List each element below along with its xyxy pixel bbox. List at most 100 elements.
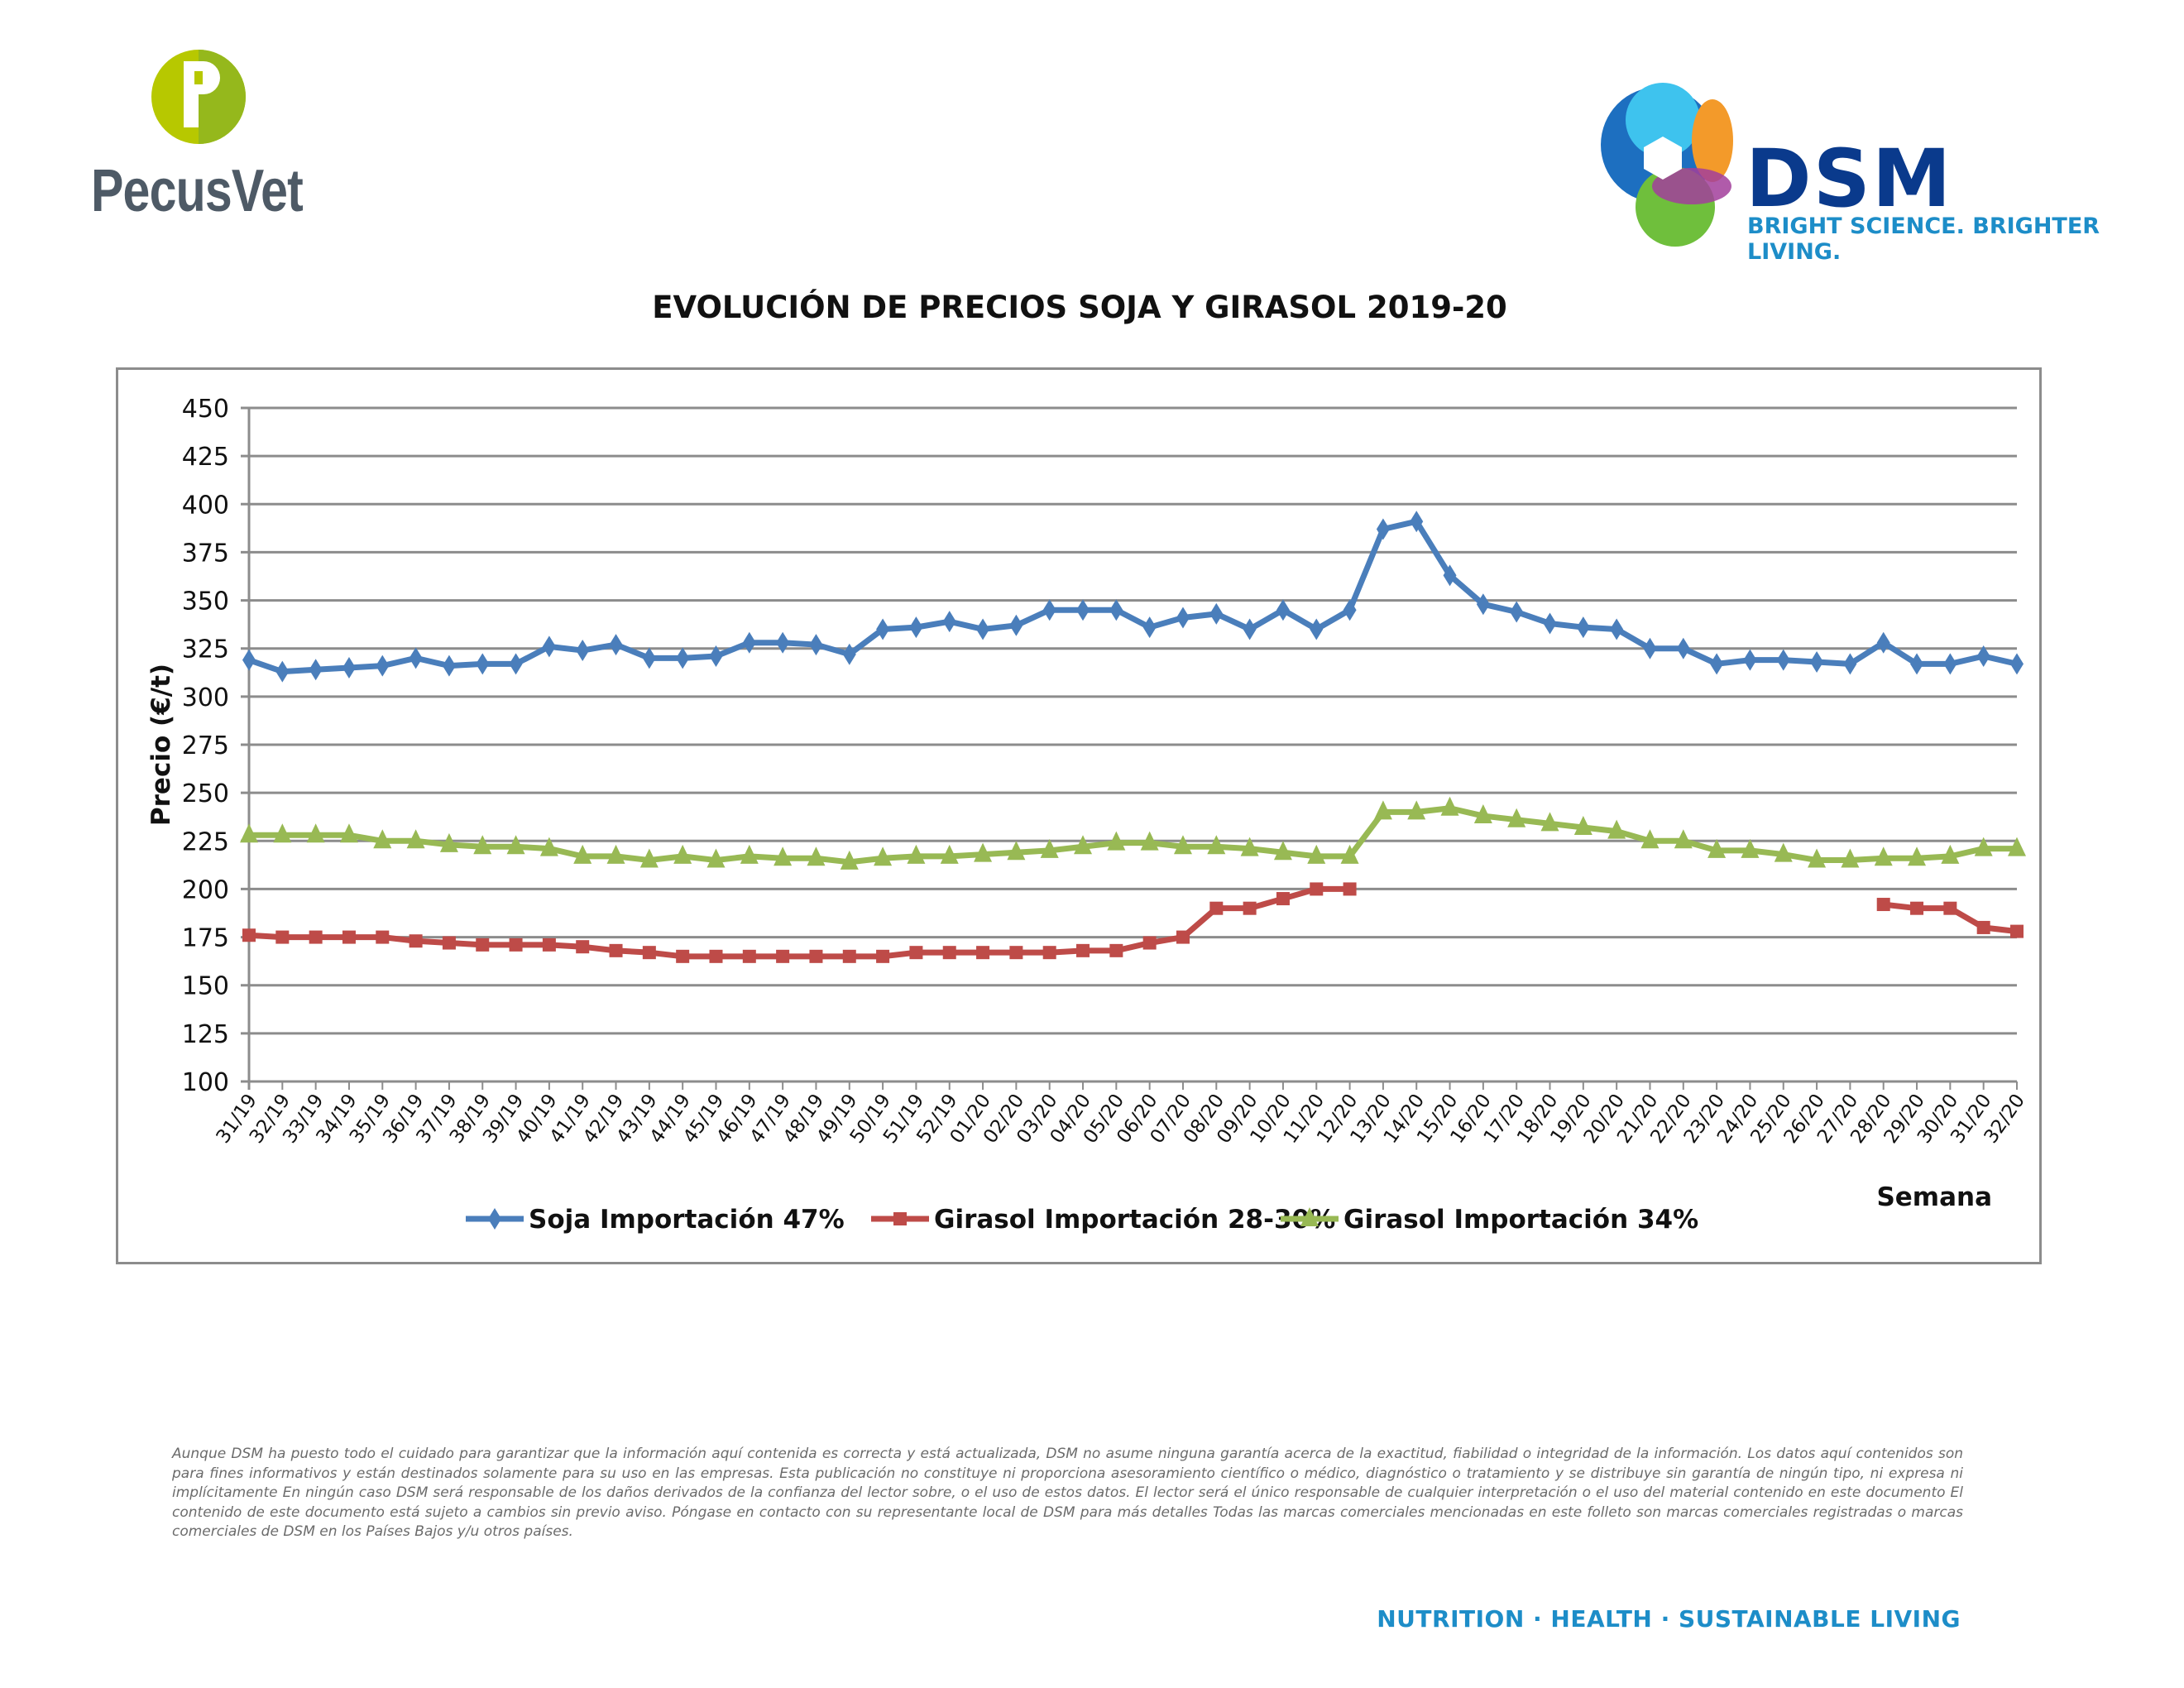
data-point xyxy=(1343,599,1357,621)
data-point xyxy=(1273,841,1292,861)
data-point xyxy=(476,653,490,675)
data-point xyxy=(1876,631,1890,654)
data-point xyxy=(1808,848,1827,868)
y-tick-label: 300 xyxy=(182,683,229,712)
data-point xyxy=(1676,637,1690,659)
data-point xyxy=(673,844,692,864)
data-point xyxy=(1076,599,1090,621)
data-point xyxy=(1209,901,1224,915)
data-point xyxy=(473,835,492,855)
data-point xyxy=(742,949,756,963)
data-point xyxy=(342,656,356,679)
data-point xyxy=(542,635,556,658)
data-point xyxy=(1510,601,1524,623)
data-point xyxy=(1776,649,1790,671)
data-point xyxy=(1976,920,1990,934)
data-point xyxy=(339,823,358,843)
y-tick-label: 100 xyxy=(182,1068,229,1097)
data-point xyxy=(1142,936,1157,950)
data-point xyxy=(1373,800,1392,820)
data-point xyxy=(309,930,323,944)
data-point xyxy=(275,660,290,683)
data-point xyxy=(1576,616,1590,639)
chart-title: EVOLUCIÓN DE PRECIOS SOJA Y GIRASOL 2019… xyxy=(652,290,1507,325)
data-point xyxy=(373,829,392,849)
data-point xyxy=(1443,564,1457,587)
data-point xyxy=(1243,618,1257,640)
y-tick-label: 150 xyxy=(182,972,229,1001)
data-point xyxy=(1843,653,1857,675)
data-point xyxy=(1009,614,1023,636)
y-tick-label: 275 xyxy=(182,731,229,760)
data-point xyxy=(1310,882,1324,896)
pecusvet-logo xyxy=(149,50,248,145)
data-point xyxy=(1074,835,1093,855)
data-point xyxy=(506,835,525,855)
data-point xyxy=(1543,612,1557,635)
data-point xyxy=(1343,882,1357,896)
data-point xyxy=(576,640,590,662)
data-point xyxy=(1643,637,1657,659)
data-point xyxy=(1674,829,1693,849)
data-point xyxy=(1876,898,1890,912)
data-point xyxy=(1276,892,1290,906)
data-point xyxy=(1473,804,1492,824)
data-point xyxy=(509,653,523,675)
data-point xyxy=(909,616,923,639)
y-tick-label: 350 xyxy=(182,587,229,616)
data-point xyxy=(742,631,756,654)
data-point xyxy=(1841,848,1860,868)
data-point xyxy=(1042,599,1056,621)
x-axis-label: Semana xyxy=(1876,1182,1992,1212)
data-point xyxy=(1908,846,1927,866)
data-point xyxy=(1140,831,1159,851)
legend-marker xyxy=(488,1208,501,1230)
data-point xyxy=(409,647,423,669)
data-point xyxy=(1276,599,1290,621)
data-point xyxy=(442,655,456,677)
pecusvet-wordmark: PecusVet xyxy=(91,158,304,224)
data-point xyxy=(1874,846,1893,866)
data-point xyxy=(1910,901,1924,915)
data-point xyxy=(1176,607,1190,629)
y-tick-label: 250 xyxy=(182,779,229,808)
legend-label: Girasol Importación 34% xyxy=(1343,1205,1698,1235)
data-point xyxy=(309,659,323,681)
data-point xyxy=(609,634,623,656)
data-point xyxy=(2010,653,2024,675)
data-point xyxy=(1943,653,1957,675)
data-point xyxy=(842,643,856,665)
data-point xyxy=(1340,844,1359,864)
data-point xyxy=(709,949,723,963)
legend-marker xyxy=(893,1212,907,1225)
data-point xyxy=(1943,901,1957,915)
data-point xyxy=(776,949,790,963)
data-point xyxy=(942,946,956,960)
data-point xyxy=(306,823,325,843)
data-point xyxy=(242,649,256,671)
disclaimer: Aunque DSM ha puesto todo el cuidado par… xyxy=(172,1446,1963,1540)
y-tick-label: 325 xyxy=(182,635,229,664)
data-point xyxy=(809,949,823,963)
data-point xyxy=(1743,649,1757,671)
data-point xyxy=(976,946,990,960)
data-point xyxy=(409,934,423,948)
data-point xyxy=(1540,812,1559,832)
data-point xyxy=(1142,616,1157,639)
y-tick-label: 400 xyxy=(182,491,229,520)
data-point xyxy=(1810,650,1824,673)
data-point xyxy=(2008,837,2026,856)
data-point xyxy=(539,837,558,856)
data-point xyxy=(676,647,690,669)
data-point xyxy=(874,846,893,866)
data-point xyxy=(907,844,926,864)
data-point xyxy=(840,850,859,870)
data-point xyxy=(1610,618,1624,640)
data-point xyxy=(275,930,290,944)
y-tick-label: 200 xyxy=(182,875,229,904)
data-point xyxy=(774,846,793,866)
data-point xyxy=(1209,602,1224,625)
data-point xyxy=(1741,838,1760,858)
data-point xyxy=(709,645,723,668)
data-point xyxy=(1573,816,1592,836)
